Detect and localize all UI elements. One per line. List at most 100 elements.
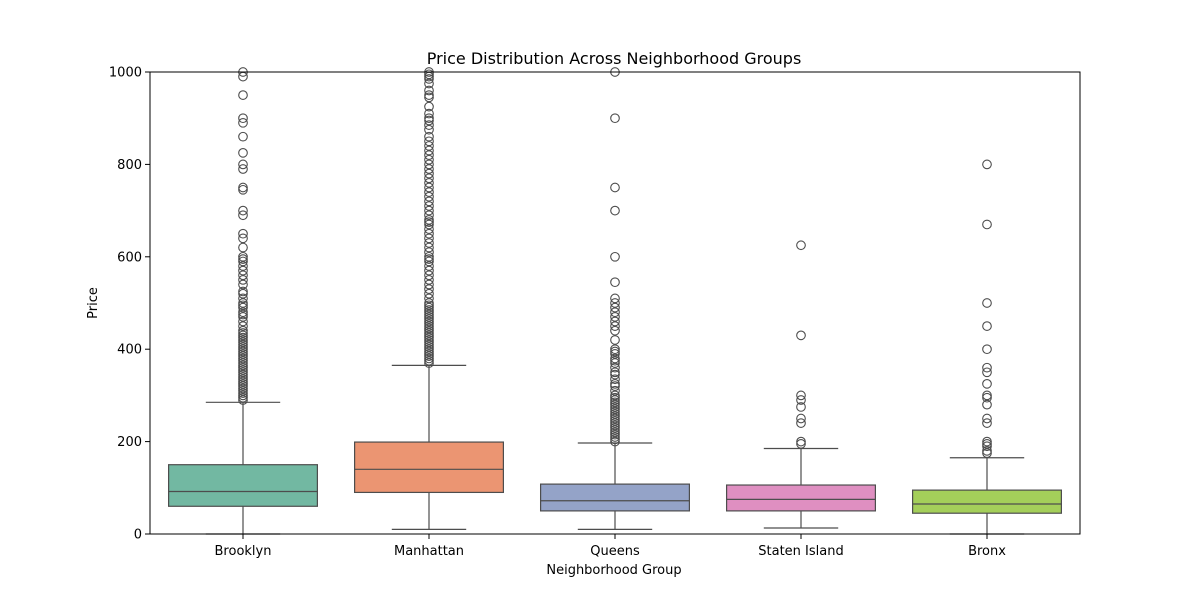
outlier-point <box>424 312 434 322</box>
outlier-point <box>610 432 620 442</box>
outlier-point <box>424 191 434 202</box>
outlier-point <box>424 101 434 112</box>
outlier-point <box>424 173 434 184</box>
outlier-point <box>238 293 248 304</box>
outlier-point <box>424 293 434 304</box>
outlier-point <box>238 159 248 170</box>
outlier-point <box>424 145 434 156</box>
outlier-point <box>424 113 434 124</box>
x-tick-label: Bronx <box>968 544 1006 559</box>
outlier-point <box>424 154 434 165</box>
outlier-point <box>424 141 434 151</box>
box-group <box>725 240 876 529</box>
outlier-point <box>796 330 806 341</box>
outlier-point <box>424 251 434 262</box>
outlier-point <box>238 358 248 368</box>
outlier-point <box>238 251 248 262</box>
outlier-point <box>424 346 434 357</box>
outlier-point <box>424 344 434 355</box>
outlier-point <box>424 261 434 271</box>
outlier-point <box>796 402 806 412</box>
outlier-point <box>424 309 434 320</box>
outlier-point <box>424 90 434 100</box>
outlier-point <box>238 383 248 394</box>
outlier-point <box>424 302 434 313</box>
outlier-point <box>424 74 434 84</box>
outlier-point <box>238 164 248 174</box>
outlier-point <box>424 337 434 348</box>
outlier-point <box>424 187 434 197</box>
outlier-point <box>610 302 620 313</box>
outlier-point <box>610 113 620 124</box>
outlier-point <box>982 344 992 355</box>
outlier-point <box>982 413 992 424</box>
y-axis: 0 200 400 600 800 1000 <box>109 66 150 543</box>
outlier-point <box>610 422 620 433</box>
outlier-point <box>610 379 620 389</box>
outlier-point <box>238 286 248 297</box>
outlier-point <box>424 300 434 311</box>
outlier-point <box>610 404 620 415</box>
outlier-point <box>610 346 620 357</box>
outlier-point <box>610 335 620 345</box>
outlier-point <box>238 362 248 373</box>
outlier-point <box>424 358 434 368</box>
outlier-point <box>238 388 248 398</box>
outlier-point <box>238 344 248 355</box>
outlier-point <box>982 219 992 230</box>
outlier-point <box>610 425 620 435</box>
outlier-point <box>238 360 248 371</box>
outlier-point <box>610 406 620 417</box>
outlier-point <box>610 369 620 380</box>
outlier-point <box>424 332 434 343</box>
outlier-point <box>424 214 434 225</box>
outlier-point <box>982 298 992 308</box>
outlier-point <box>424 254 434 264</box>
outlier-point <box>424 224 434 234</box>
outlier-point <box>424 164 434 174</box>
outlier-point <box>610 355 620 366</box>
outlier-point <box>238 379 248 389</box>
x-tick-label: Brooklyn <box>215 544 272 559</box>
outlier-point <box>238 365 248 375</box>
outlier-point <box>424 242 434 253</box>
outlier-point <box>796 395 806 405</box>
box-group <box>539 67 690 530</box>
outlier-point <box>424 69 434 80</box>
outlier-point <box>424 219 434 230</box>
outlier-point <box>238 228 248 239</box>
outlier-point <box>238 392 248 403</box>
outlier-point <box>982 159 992 170</box>
y-tick-label: 400 <box>117 343 142 358</box>
box-iqr <box>354 441 505 494</box>
outlier-point <box>424 256 434 267</box>
outlier-point <box>982 448 992 459</box>
outlier-point <box>424 307 434 318</box>
outlier-point <box>610 381 620 392</box>
x-tick-label: Queens <box>590 544 640 559</box>
outlier-point <box>610 402 620 412</box>
outlier-point <box>238 275 248 285</box>
plot-area <box>168 67 1062 535</box>
box-iqr <box>911 489 1062 514</box>
outlier-point <box>610 429 620 440</box>
outlier-point <box>238 328 248 338</box>
outlier-point <box>424 247 434 258</box>
outlier-point <box>982 392 992 403</box>
outlier-point <box>424 178 434 188</box>
outlier-point <box>610 312 620 322</box>
outlier-point <box>796 439 806 449</box>
outlier-point <box>424 108 434 119</box>
outlier-point <box>238 332 248 343</box>
outlier-point <box>424 330 434 341</box>
outlier-point <box>610 434 620 445</box>
outlier-point <box>424 351 434 361</box>
outlier-point <box>610 413 620 424</box>
outlier-point <box>982 321 992 331</box>
outlier-point <box>982 379 992 389</box>
outlier-point <box>982 436 992 447</box>
x-axis-label: Neighborhood Group <box>546 563 681 578</box>
outlier-point <box>238 288 248 299</box>
outlier-point <box>238 131 248 142</box>
outlier-point <box>424 321 434 331</box>
